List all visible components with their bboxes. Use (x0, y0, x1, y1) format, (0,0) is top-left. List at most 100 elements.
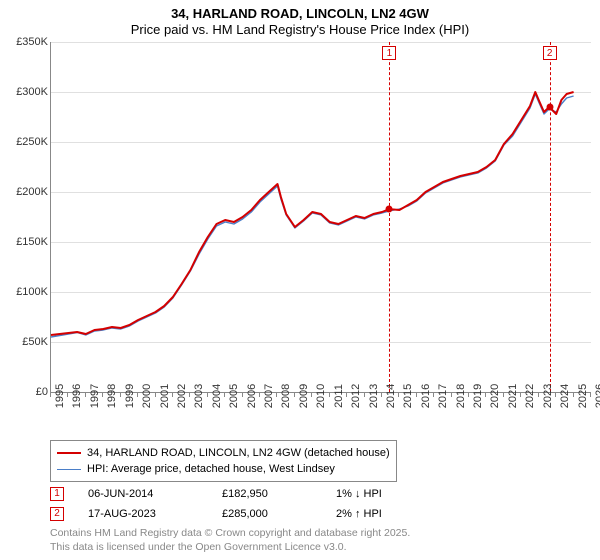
x-tick-label: 2011 (333, 384, 345, 408)
plot-area: 12 (50, 42, 591, 393)
sale-point (386, 206, 393, 213)
x-tick (364, 392, 365, 397)
y-tick-label: £350K (2, 36, 48, 48)
x-tick (520, 392, 521, 397)
x-tick (137, 392, 138, 397)
x-tick (573, 392, 574, 397)
x-tick-label: 2007 (263, 384, 275, 408)
sales-row-diff: 1% ↓ HPI (336, 488, 416, 500)
legend-label-hpi: HPI: Average price, detached house, West… (87, 461, 335, 477)
chart-title-sub: Price paid vs. HM Land Registry's House … (0, 22, 600, 37)
x-tick-label: 2013 (368, 384, 380, 408)
x-tick-label: 2009 (298, 384, 310, 408)
x-tick-label: 2003 (193, 384, 205, 408)
x-tick (67, 392, 68, 397)
x-tick-label: 2002 (176, 384, 188, 408)
x-tick (259, 392, 260, 397)
x-tick (346, 392, 347, 397)
x-tick (155, 392, 156, 397)
x-tick (294, 392, 295, 397)
sales-row-marker: 1 (50, 487, 64, 501)
x-tick-label: 2005 (228, 384, 240, 408)
x-tick (172, 392, 173, 397)
x-tick-label: 2000 (141, 384, 153, 408)
x-tick (538, 392, 539, 397)
x-tick (120, 392, 121, 397)
sale-marker-box: 1 (382, 46, 396, 60)
attribution-line2: This data is licensed under the Open Gov… (50, 540, 410, 554)
x-tick (242, 392, 243, 397)
sales-row-date: 17-AUG-2023 (88, 508, 198, 520)
sales-row-marker: 2 (50, 507, 64, 521)
attribution: Contains HM Land Registry data © Crown c… (50, 526, 410, 554)
x-tick-label: 2021 (507, 384, 519, 408)
x-tick-label: 2026 (594, 384, 600, 408)
sale-marker-box: 2 (543, 46, 557, 60)
x-tick (329, 392, 330, 397)
x-tick-label: 1995 (54, 384, 66, 408)
sales-row-diff: 2% ↑ HPI (336, 508, 416, 520)
x-tick (50, 392, 51, 397)
x-tick (468, 392, 469, 397)
x-tick-label: 2019 (472, 384, 484, 408)
y-tick-label: £50K (2, 336, 48, 348)
x-tick-label: 2006 (246, 384, 258, 408)
y-tick-label: £250K (2, 136, 48, 148)
x-tick-label: 1996 (71, 384, 83, 408)
x-tick-label: 1998 (106, 384, 118, 408)
legend: 34, HARLAND ROAD, LINCOLN, LN2 4GW (deta… (50, 440, 397, 482)
y-tick-label: £0 (2, 386, 48, 398)
attribution-line1: Contains HM Land Registry data © Crown c… (50, 526, 410, 540)
x-tick-label: 2010 (315, 384, 327, 408)
x-tick (276, 392, 277, 397)
sales-row: 106-JUN-2014£182,9501% ↓ HPI (50, 484, 416, 504)
x-tick-label: 2015 (402, 384, 414, 408)
x-tick-label: 2012 (350, 384, 362, 408)
x-tick (398, 392, 399, 397)
x-tick (311, 392, 312, 397)
legend-label-price-paid: 34, HARLAND ROAD, LINCOLN, LN2 4GW (deta… (87, 445, 390, 461)
x-tick (590, 392, 591, 397)
sale-marker-line (389, 42, 390, 392)
x-tick-label: 2001 (159, 384, 171, 408)
x-tick-label: 2024 (559, 384, 571, 408)
x-tick (503, 392, 504, 397)
legend-item-price-paid: 34, HARLAND ROAD, LINCOLN, LN2 4GW (deta… (57, 445, 390, 461)
y-tick-label: £200K (2, 186, 48, 198)
chart-lines-svg (51, 42, 591, 392)
x-tick (189, 392, 190, 397)
x-tick (85, 392, 86, 397)
x-tick (102, 392, 103, 397)
x-tick (416, 392, 417, 397)
x-tick-label: 2016 (420, 384, 432, 408)
x-tick (433, 392, 434, 397)
x-tick (207, 392, 208, 397)
x-tick-label: 2014 (385, 384, 397, 408)
sales-row-price: £182,950 (222, 488, 312, 500)
sale-point (546, 104, 553, 111)
x-tick (381, 392, 382, 397)
y-tick-label: £300K (2, 86, 48, 98)
x-tick-label: 2022 (524, 384, 536, 408)
series-hpi (51, 94, 574, 337)
y-tick-label: £100K (2, 286, 48, 298)
chart-title-address: 34, HARLAND ROAD, LINCOLN, LN2 4GW (0, 6, 600, 21)
legend-item-hpi: HPI: Average price, detached house, West… (57, 461, 390, 477)
x-tick (451, 392, 452, 397)
chart-container: 34, HARLAND ROAD, LINCOLN, LN2 4GW Price… (0, 0, 600, 560)
sales-table: 106-JUN-2014£182,9501% ↓ HPI217-AUG-2023… (50, 484, 416, 524)
x-tick (555, 392, 556, 397)
x-tick (485, 392, 486, 397)
x-tick-label: 2004 (211, 384, 223, 408)
x-tick-label: 2020 (489, 384, 501, 408)
x-tick-label: 1999 (124, 384, 136, 408)
legend-swatch-hpi (57, 469, 81, 470)
x-tick-label: 2017 (437, 384, 449, 408)
x-tick-label: 2008 (280, 384, 292, 408)
legend-swatch-price-paid (57, 452, 81, 454)
sales-row: 2 17-AUG-2023 £285,000 2% ↑ HPI (50, 504, 416, 524)
sales-row-price: £285,000 (222, 508, 312, 520)
x-tick (224, 392, 225, 397)
x-tick-label: 2023 (542, 384, 554, 408)
x-tick-label: 2018 (455, 384, 467, 408)
